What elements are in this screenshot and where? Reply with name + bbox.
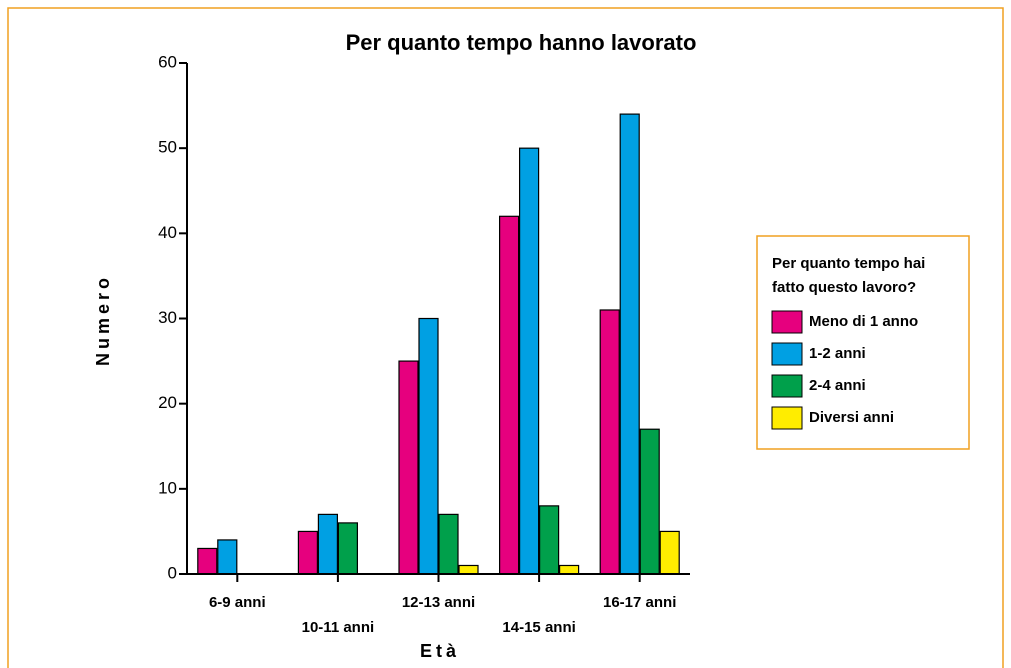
y-axis-title: Numero [93, 274, 113, 366]
y-tick-label: 10 [158, 478, 177, 497]
bar [197, 547, 218, 575]
chart-title: Per quanto tempo hanno lavorato [346, 30, 697, 55]
legend-title: Per quanto tempo hai [772, 255, 925, 272]
bar [337, 522, 358, 575]
legend-label: Diversi anni [809, 409, 894, 426]
bar [499, 215, 520, 575]
bar [418, 317, 439, 575]
legend-swatch [771, 310, 803, 334]
bar [639, 428, 660, 575]
legend-swatch [771, 342, 803, 366]
bar [659, 530, 680, 575]
y-tick-label: 30 [158, 308, 177, 327]
page-border [7, 7, 1004, 668]
x-tick-label: 14-15 anni [502, 619, 575, 636]
legend-title: fatto questo lavoro? [772, 279, 916, 296]
bar [518, 147, 540, 575]
y-tick-label: 50 [158, 138, 177, 157]
bar [317, 513, 338, 575]
x-tick-label: 6-9 anni [209, 594, 266, 611]
bar [619, 113, 640, 575]
legend-label: 2-4 anni [809, 377, 866, 394]
legend-swatch [771, 374, 803, 398]
bar [458, 564, 479, 575]
legend-label: 1-2 anni [809, 345, 866, 362]
bar [538, 505, 560, 575]
legend-label: Meno di 1 anno [809, 313, 918, 330]
bar [217, 539, 238, 575]
x-tick-label: 16-17 anni [603, 594, 676, 611]
y-tick-label: 0 [168, 563, 177, 582]
y-tick-label: 40 [158, 223, 177, 242]
bar [558, 564, 580, 575]
x-tick-label: 10-11 anni [302, 619, 375, 636]
bar [438, 513, 459, 575]
bar [398, 360, 419, 575]
y-tick-label: 60 [158, 52, 177, 71]
bar [599, 309, 620, 575]
bar [297, 530, 318, 575]
x-tick-label: 12-13 anni [402, 594, 475, 611]
legend-swatch [771, 406, 803, 430]
y-tick-label: 20 [158, 393, 177, 412]
x-axis-title: Età [420, 641, 460, 661]
